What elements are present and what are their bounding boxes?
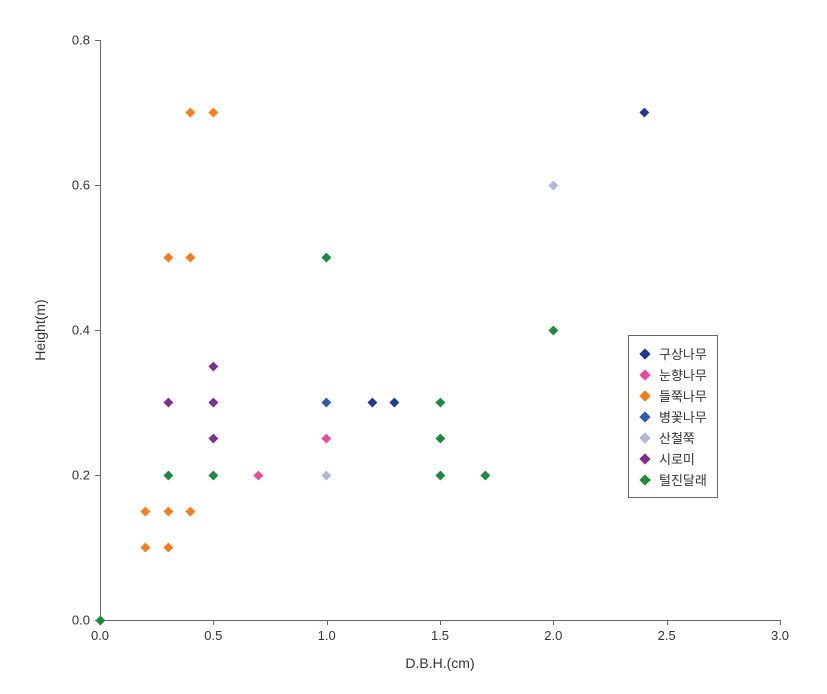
x-tick <box>327 620 328 625</box>
legend-label: 구상나무 <box>659 344 707 363</box>
data-point <box>209 108 218 117</box>
x-tick <box>780 620 781 625</box>
data-point <box>322 471 331 480</box>
y-tick <box>95 185 100 186</box>
legend-marker-icon <box>639 348 651 360</box>
legend-label: 병꽃나무 <box>659 407 707 426</box>
x-tick-label: 2.5 <box>658 628 676 643</box>
data-point <box>164 471 173 480</box>
data-point <box>481 471 490 480</box>
data-point <box>96 616 105 625</box>
data-point <box>186 253 195 262</box>
x-tick <box>553 620 554 625</box>
legend-label: 눈향나무 <box>659 365 707 384</box>
legend-marker-icon <box>639 432 651 444</box>
legend-marker-icon <box>639 411 651 423</box>
data-point <box>322 253 331 262</box>
data-point <box>209 398 218 407</box>
data-point <box>322 434 331 443</box>
x-tick <box>667 620 668 625</box>
x-tick-label: 3.0 <box>771 628 789 643</box>
data-point <box>141 543 150 552</box>
legend-marker-icon <box>639 474 651 486</box>
data-point <box>254 471 263 480</box>
data-point <box>436 398 445 407</box>
data-point <box>141 507 150 516</box>
data-point <box>549 181 558 190</box>
legend: 구상나무눈향나무들쭉나무병꽃나무산철쭉시로미털진달래 <box>628 335 718 498</box>
y-tick <box>95 40 100 41</box>
legend-item: 털진달래 <box>639 470 707 489</box>
data-point <box>640 108 649 117</box>
legend-item: 구상나무 <box>639 344 707 363</box>
legend-label: 산철쭉 <box>659 428 695 447</box>
legend-label: 털진달래 <box>659 470 707 489</box>
data-point <box>436 434 445 443</box>
legend-label: 들쭉나무 <box>659 386 707 405</box>
x-tick-label: 0.5 <box>204 628 222 643</box>
scatter-chart: D.B.H.(cm) Height(m) 구상나무눈향나무들쭉나무병꽃나무산철쭉… <box>0 0 827 694</box>
data-point <box>186 108 195 117</box>
y-tick-label: 0.2 <box>72 468 90 483</box>
data-point <box>164 507 173 516</box>
legend-item: 시로미 <box>639 449 707 468</box>
legend-label: 시로미 <box>659 449 695 468</box>
y-tick-label: 0.6 <box>72 178 90 193</box>
data-point <box>209 362 218 371</box>
data-point <box>436 471 445 480</box>
data-point <box>164 253 173 262</box>
y-axis-label: Height(m) <box>32 299 48 360</box>
data-point <box>164 543 173 552</box>
y-tick-label: 0.4 <box>72 323 90 338</box>
x-tick <box>440 620 441 625</box>
y-tick <box>95 330 100 331</box>
legend-marker-icon <box>639 390 651 402</box>
legend-item: 들쭉나무 <box>639 386 707 405</box>
data-point <box>209 434 218 443</box>
data-point <box>390 398 399 407</box>
x-axis-label: D.B.H.(cm) <box>405 655 474 671</box>
data-point <box>549 326 558 335</box>
legend-item: 눈향나무 <box>639 365 707 384</box>
legend-marker-icon <box>639 369 651 381</box>
data-point <box>368 398 377 407</box>
x-tick-label: 2.0 <box>544 628 562 643</box>
legend-marker-icon <box>639 453 651 465</box>
x-tick <box>213 620 214 625</box>
y-tick <box>95 475 100 476</box>
data-point <box>322 398 331 407</box>
x-tick-label: 0.0 <box>91 628 109 643</box>
data-point <box>164 398 173 407</box>
legend-item: 산철쭉 <box>639 428 707 447</box>
x-tick-label: 1.0 <box>318 628 336 643</box>
data-point <box>186 507 195 516</box>
y-tick-label: 0.0 <box>72 613 90 628</box>
plot-area <box>100 40 781 621</box>
y-tick-label: 0.8 <box>72 33 90 48</box>
x-tick-label: 1.5 <box>431 628 449 643</box>
data-point <box>209 471 218 480</box>
legend-item: 병꽃나무 <box>639 407 707 426</box>
